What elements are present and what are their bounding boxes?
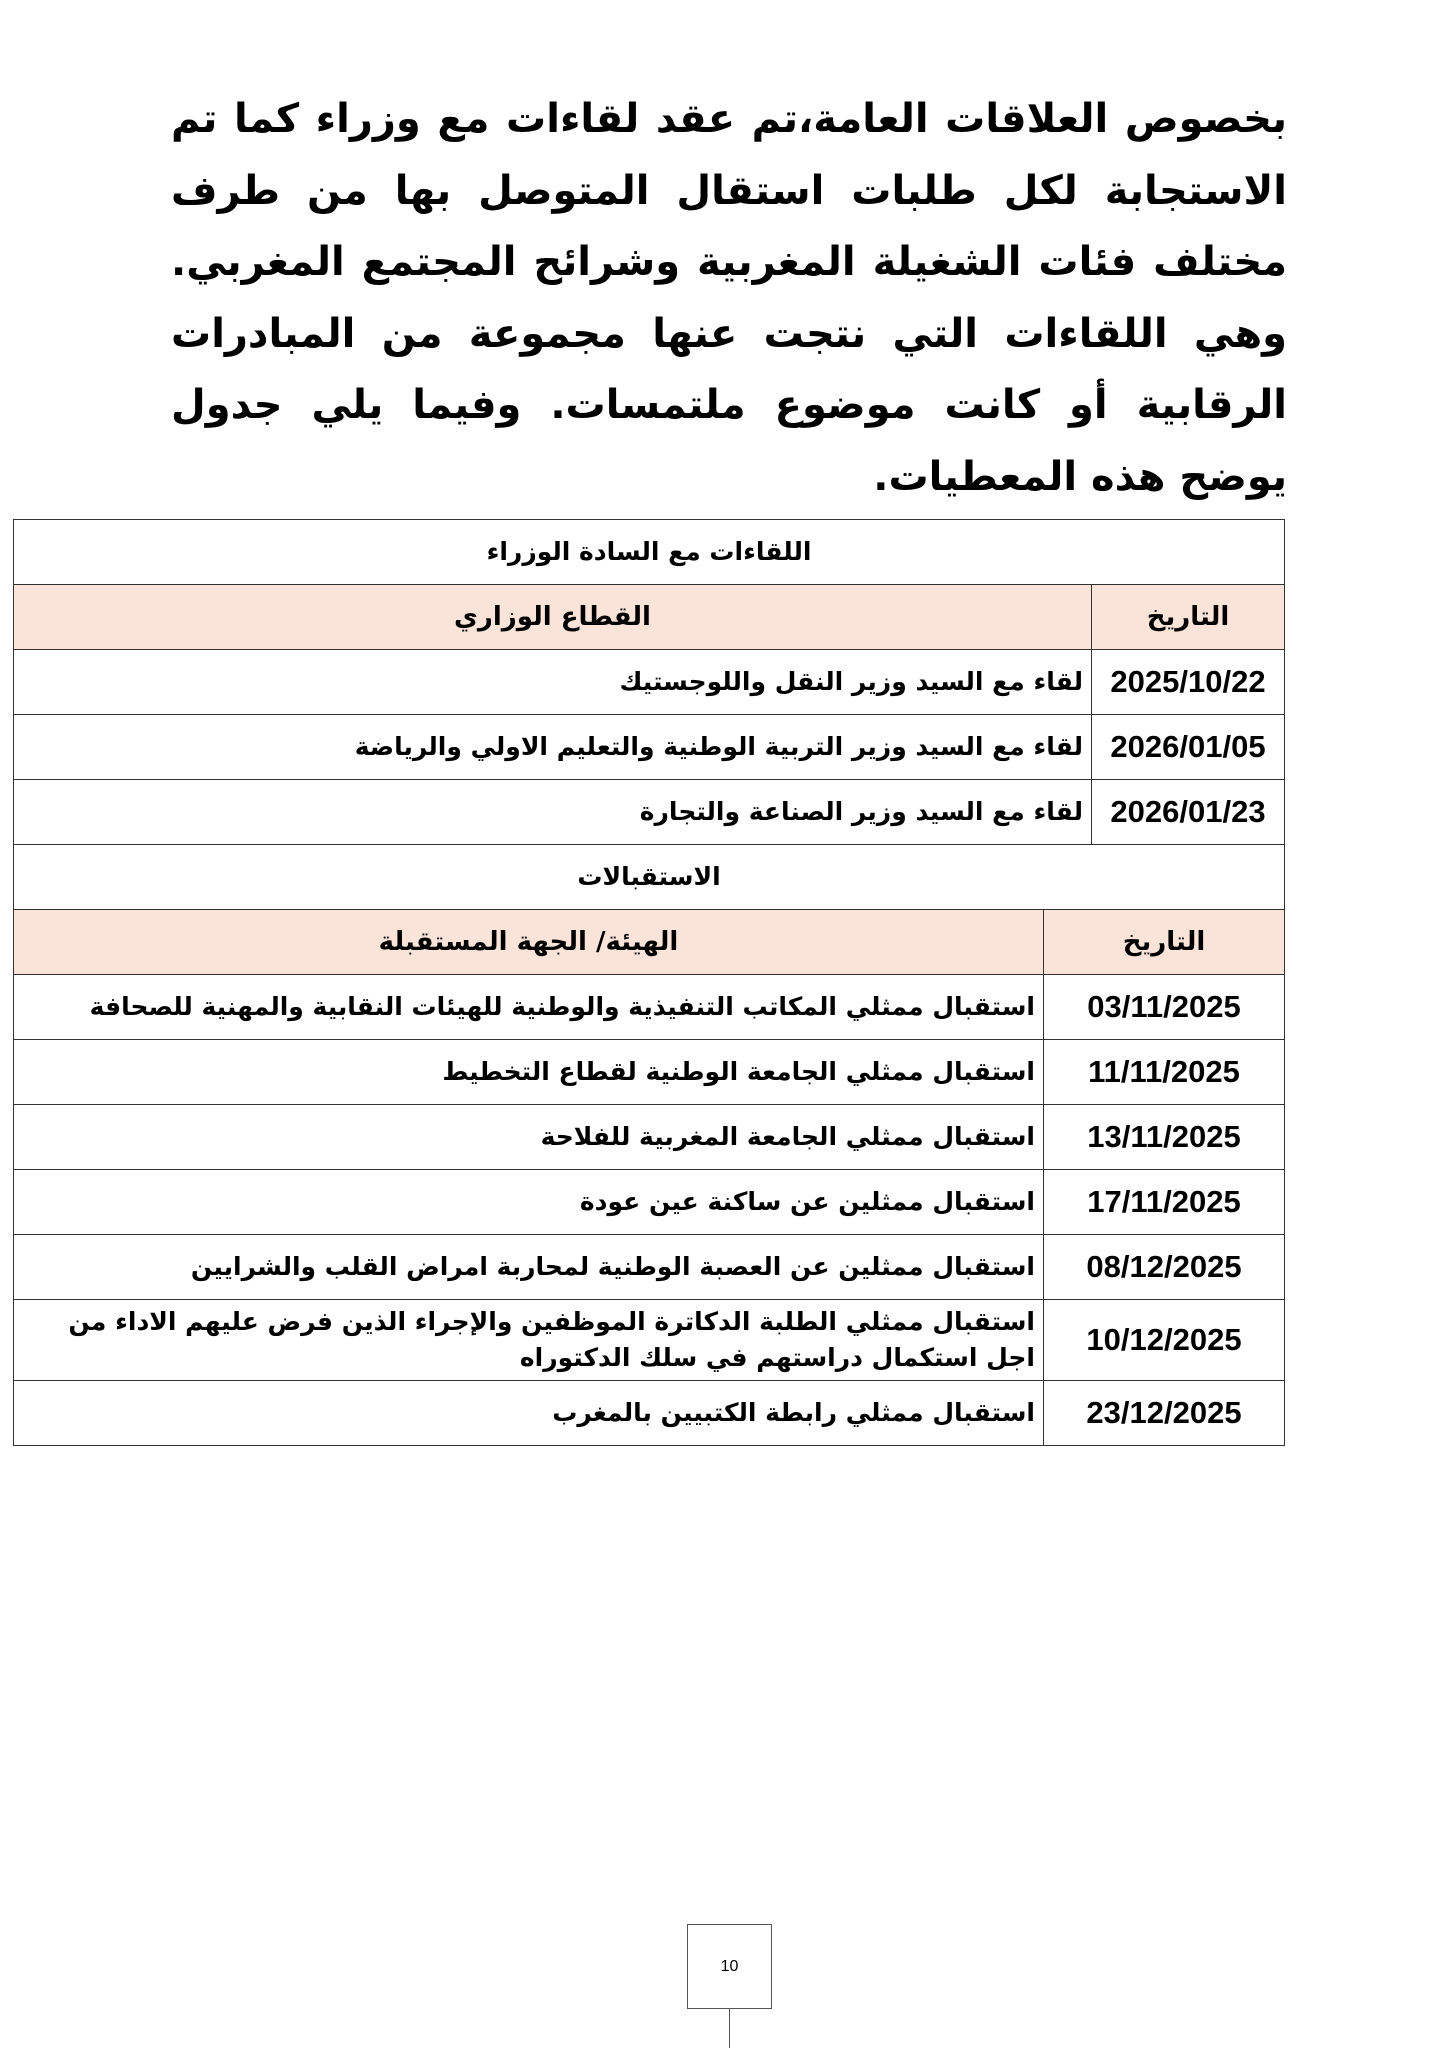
text-cell: لقاء مع السيد وزير النقل واللوجستيك (13, 649, 1092, 715)
table-row: 17/11/2025 استقبال ممثلين عن ساكنة عين عو… (13, 1169, 1285, 1235)
date-cell: 13/11/2025 (1043, 1104, 1285, 1170)
ministers-header-row: التاريخ القطاع الوزاري (13, 584, 1285, 650)
text-cell: استقبال ممثلي الطلبة الدكاترة الموظفين و… (13, 1299, 1044, 1381)
date-cell: 2026/01/05 (1091, 714, 1285, 780)
date-cell: 2026/01/23 (1091, 779, 1285, 845)
ministers-table-title: اللقاءات مع السادة الوزراء (13, 519, 1285, 585)
table-row: 2026/01/05 لقاء مع السيد وزير التربية ال… (13, 714, 1285, 780)
text-cell: لقاء مع السيد وزير التربية الوطنية والتع… (13, 714, 1092, 780)
body-header: الهيئة/ الجهة المستقبلة (13, 909, 1044, 975)
date-header: التاريخ (1091, 584, 1285, 650)
receptions-header-row: التاريخ الهيئة/ الجهة المستقبلة (13, 909, 1285, 975)
table-row: 10/12/2025 استقبال ممثلي الطلبة الدكاترة … (13, 1299, 1285, 1381)
date-cell: 23/12/2025 (1043, 1380, 1285, 1446)
date-cell: 2025/10/22 (1091, 649, 1285, 715)
table-row: 11/11/2025 استقبال ممثلي الجامعة الوطنية … (13, 1039, 1285, 1105)
table-row: 03/11/2025 استقبال ممثلي المكاتب التنفيذي… (13, 974, 1285, 1040)
table-row: 23/12/2025 استقبال ممثلي رابطة الكتبيين ب… (13, 1380, 1285, 1446)
text-cell: استقبال ممثلي الجامعة المغربية للفلاحة (13, 1104, 1044, 1170)
table-row: 2025/10/22 لقاء مع السيد وزير النقل والل… (13, 649, 1285, 715)
page-number-connector-line (729, 2008, 730, 2048)
date-cell: 08/12/2025 (1043, 1234, 1285, 1300)
receptions-title-row: الاستقبالات (13, 844, 1285, 910)
page-content: بخصوص العلاقات العامة،تم عقد لقاءات مع و… (13, 84, 1287, 1446)
text-cell: استقبال ممثلين عن العصبة الوطنية لمحاربة… (13, 1234, 1044, 1300)
table-row: 13/11/2025 استقبال ممثلي الجامعة المغربية… (13, 1104, 1285, 1170)
intro-paragraph: بخصوص العلاقات العامة،تم عقد لقاءات مع و… (171, 96, 1287, 500)
ministers-title-row: اللقاءات مع السادة الوزراء (13, 519, 1285, 585)
text-cell: استقبال ممثلي الجامعة الوطنية لقطاع التخ… (13, 1039, 1044, 1105)
table-row: 08/12/2025 استقبال ممثلين عن العصبة الوطن… (13, 1234, 1285, 1300)
date-cell: 10/12/2025 (1043, 1299, 1285, 1381)
date-cell: 17/11/2025 (1043, 1169, 1285, 1235)
text-cell: استقبال ممثلي رابطة الكتبيين بالمغرب (13, 1380, 1044, 1446)
receptions-table-title: الاستقبالات (13, 844, 1285, 910)
receptions-table: الاستقبالات التاريخ الهيئة/ الجهة المستق… (13, 844, 1285, 1446)
date-header: التاريخ (1043, 909, 1285, 975)
table-row: 2026/01/23 لقاء مع السيد وزير الصناعة وا… (13, 779, 1285, 845)
text-cell: استقبال ممثلي المكاتب التنفيذية والوطنية… (13, 974, 1044, 1040)
page-number: 10 (687, 1924, 772, 2009)
sector-header: القطاع الوزاري (13, 584, 1092, 650)
text-cell: استقبال ممثلين عن ساكنة عين عودة (13, 1169, 1044, 1235)
date-cell: 03/11/2025 (1043, 974, 1285, 1040)
text-cell: لقاء مع السيد وزير الصناعة والتجارة (13, 779, 1092, 845)
date-cell: 11/11/2025 (1043, 1039, 1285, 1105)
meetings-table: اللقاءات مع السادة الوزراء التاريخ القطا… (13, 519, 1285, 845)
